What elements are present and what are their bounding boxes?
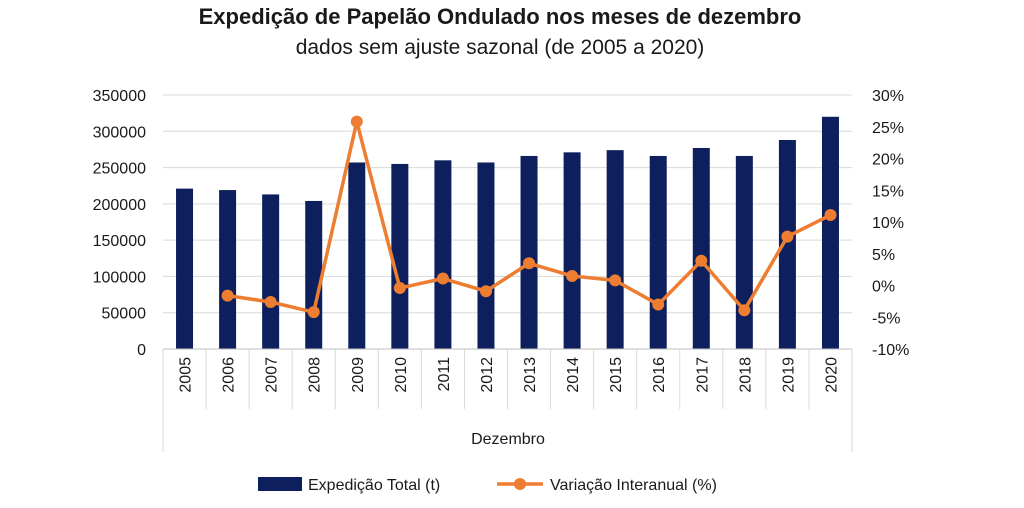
variation-point <box>781 230 794 243</box>
right-tick-label: -5% <box>872 310 900 327</box>
x-tick-label: 2012 <box>479 357 496 393</box>
left-tick-label: 250000 <box>93 161 146 178</box>
left-axis: 0 50000 100000 150000 200000 250000 300000 3500… <box>93 88 146 359</box>
variation-point <box>824 209 837 222</box>
bar <box>305 200 323 349</box>
legend-line-marker <box>514 478 526 490</box>
variation-point <box>523 257 536 270</box>
variation-point <box>479 285 492 298</box>
variation-point <box>307 306 320 319</box>
bar <box>606 150 624 349</box>
bar <box>563 152 581 349</box>
left-tick-label: 200000 <box>93 197 146 214</box>
variation-point <box>652 298 665 311</box>
x-tick-label: 2007 <box>264 357 281 393</box>
variation-point <box>609 274 622 287</box>
x-tick-label: 2015 <box>608 357 625 393</box>
variation-point <box>350 115 363 128</box>
bar <box>219 190 237 349</box>
right-tick-label: 0% <box>872 279 895 296</box>
left-tick-label: 300000 <box>93 124 146 141</box>
bar <box>434 160 452 349</box>
variation-point <box>566 269 579 282</box>
bar <box>477 162 495 349</box>
bar <box>176 188 194 349</box>
chart-subtitle: dados sem ajuste sazonal (de 2005 a 2020… <box>295 36 705 59</box>
right-tick-label: 25% <box>872 120 904 137</box>
bar <box>692 147 710 349</box>
bar <box>520 155 538 349</box>
x-tick-label: 2013 <box>522 357 539 393</box>
x-tick-label: 2016 <box>651 357 668 393</box>
variation-point <box>436 272 449 285</box>
x-tick-label: 2005 <box>178 357 195 393</box>
x-tick-label: 2017 <box>694 357 711 393</box>
x-tick-label: 2008 <box>307 357 324 393</box>
legend-line-label: Variação Interanual (%) <box>550 477 717 494</box>
bar <box>262 194 280 349</box>
right-tick-label: 5% <box>872 247 895 264</box>
x-tick-label: 2011 <box>436 357 453 392</box>
x-axis: 2005 2006 2007 2008 2009 2010 2011 2012 2013 2014… <box>162 348 853 452</box>
legend-bar-label: Expedição Total (t) <box>308 477 440 494</box>
left-tick-label: 350000 <box>93 88 146 105</box>
right-tick-label: 15% <box>872 183 904 200</box>
bar <box>778 139 796 349</box>
bar <box>821 116 839 350</box>
variation-point <box>695 254 708 267</box>
x-tick-label: 2006 <box>221 357 238 393</box>
bar <box>391 163 409 349</box>
variation-point <box>264 296 277 309</box>
line-series <box>221 115 837 319</box>
right-tick-label: -10% <box>872 342 909 359</box>
left-tick-label: 150000 <box>93 233 146 250</box>
x-tick-label: 2020 <box>823 357 840 393</box>
legend: Expedição Total (t) Variação Interanual (… <box>258 477 717 494</box>
bar <box>649 155 667 349</box>
bar <box>348 162 366 349</box>
variation-point <box>221 289 234 302</box>
variation-point <box>393 282 406 295</box>
x-tick-label: 2014 <box>565 357 582 393</box>
right-tick-label: 10% <box>872 215 904 232</box>
chart-title: Expedição de Papelão Ondulado nos meses … <box>198 4 802 29</box>
bar <box>735 155 753 349</box>
left-tick-label: 100000 <box>93 269 146 286</box>
right-tick-label: 30% <box>872 88 904 105</box>
variation-point <box>738 304 751 317</box>
legend-bar-swatch <box>258 477 302 491</box>
x-tick-label: 2009 <box>350 357 367 393</box>
x-tick-label: 2018 <box>737 357 754 393</box>
x-tick-label: 2010 <box>393 357 410 393</box>
left-tick-label: 0 <box>137 342 146 359</box>
left-tick-label: 50000 <box>102 306 147 323</box>
right-tick-label: 20% <box>872 152 904 169</box>
x-tick-label: 2019 <box>780 357 797 393</box>
right-axis: -10% -5% 0% 5% 10% 15% 20% 25% 30% <box>872 88 909 359</box>
x-axis-label: Dezembro <box>471 431 545 448</box>
bar-series <box>176 116 839 350</box>
